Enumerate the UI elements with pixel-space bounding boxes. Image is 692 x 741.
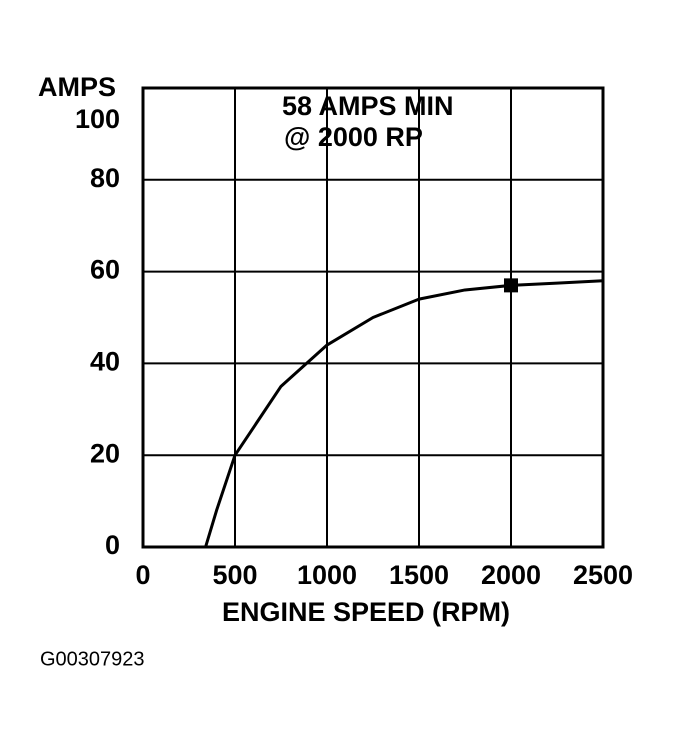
annotation: @ 2000 RP xyxy=(284,122,423,152)
y-tick-label: 100 xyxy=(75,104,120,134)
y-tick-label: 20 xyxy=(90,438,120,468)
data-line xyxy=(204,279,604,548)
point-marker xyxy=(504,278,518,293)
x-tick-label: 2500 xyxy=(573,560,633,590)
plot-frame xyxy=(141,86,605,549)
y-tick-label: 40 xyxy=(90,347,120,377)
x-tick-label: 1500 xyxy=(389,560,449,590)
x-tick-label: 1000 xyxy=(297,560,357,590)
y-axis-label: AMPS xyxy=(38,72,116,102)
annotation: 58 AMPS MIN xyxy=(282,91,454,121)
y-tick-label: 60 xyxy=(90,255,120,285)
y-tick-label: 0 xyxy=(105,530,120,560)
footer: G00307923 xyxy=(40,648,145,670)
x-tick-label: 0 xyxy=(135,560,150,590)
x-tick-label: 2000 xyxy=(481,560,541,590)
x-axis-label: ENGINE SPEED (RPM) xyxy=(222,597,510,627)
x-tick-label: 500 xyxy=(212,560,257,590)
y-tick-label: 80 xyxy=(90,163,120,193)
